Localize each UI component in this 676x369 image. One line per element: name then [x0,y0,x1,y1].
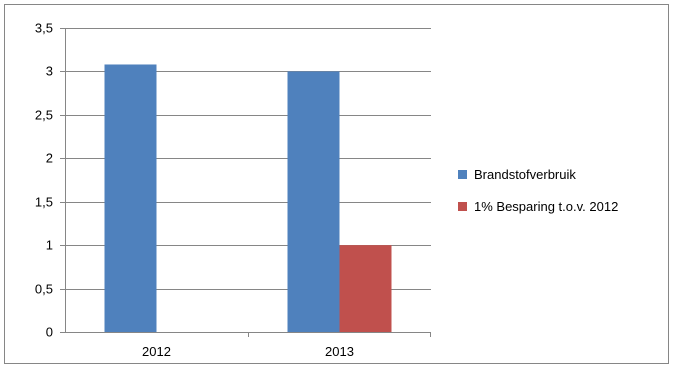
legend-swatch [458,202,467,211]
x-tick-label: 2012 [142,344,171,359]
bar-besparing-2013 [339,245,392,332]
y-tick-label: 3,5 [35,21,53,36]
legend: Brandstofverbruik 1% Besparing t.o.v. 201… [458,167,618,214]
legend-label: Brandstofverbruik [474,167,576,182]
y-tick-label: 2 [46,151,53,166]
bar-brandstofverbruik-2013 [287,71,340,332]
y-tick-label: 0,5 [35,282,53,297]
bar-brandstofverbruik-2012 [104,64,157,332]
legend-label: 1% Besparing t.o.v. 2012 [474,199,618,214]
bars [104,64,392,332]
x-tick-label: 2013 [325,344,354,359]
axes: 0 0,5 1 1,5 2 2,5 3 3,5 2012 2013 [35,21,431,359]
y-tick-label: 1 [46,238,53,253]
y-tick-label: 2,5 [35,108,53,123]
legend-swatch [458,170,467,179]
y-tick-label: 3 [46,64,53,79]
y-tick-label: 0 [46,325,53,340]
y-tick-label: 1,5 [35,195,53,210]
